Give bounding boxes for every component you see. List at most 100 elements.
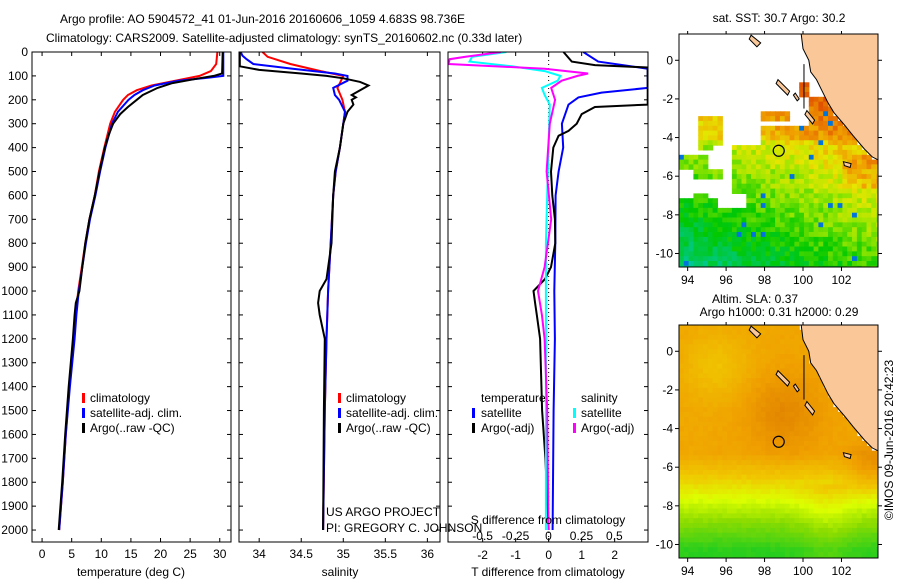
- map-cell: [707, 460, 714, 466]
- map-cell: [794, 527, 800, 534]
- map-cell: [751, 445, 757, 452]
- map-cell: [808, 469, 815, 476]
- map-cell: [751, 159, 757, 165]
- map-cell: [779, 397, 786, 403]
- map-cell: [722, 373, 728, 379]
- map-cell: [789, 198, 795, 204]
- map-cell: [775, 339, 781, 345]
- map-cell: [741, 450, 747, 456]
- map-cell: [837, 174, 843, 180]
- map-cell: [847, 174, 853, 180]
- map-cell: [789, 130, 795, 136]
- map-cell: [780, 562, 785, 567]
- map-cell: [847, 183, 853, 190]
- map-cell: [736, 354, 743, 360]
- map-cell: [722, 498, 728, 505]
- legend-label: climatology: [90, 391, 150, 405]
- map-cell: [775, 183, 781, 190]
- map-cell: [861, 236, 868, 243]
- map-cell: [799, 222, 805, 228]
- map-cell: [813, 397, 819, 403]
- map-cell: [717, 378, 723, 384]
- map-cell: [683, 479, 690, 485]
- map-cell: [856, 212, 863, 219]
- map-cell: [832, 256, 839, 262]
- map-cell: [818, 426, 824, 432]
- map-cell: [780, 271, 785, 276]
- map-cell: [779, 251, 786, 257]
- map-cell: [866, 474, 872, 481]
- island: [748, 34, 762, 48]
- map-cell: [693, 445, 699, 452]
- map-cell: [765, 460, 771, 466]
- map-cell: [828, 222, 834, 228]
- map-cell: [736, 532, 743, 539]
- map-cell: [693, 207, 699, 214]
- map-cell: [707, 455, 714, 461]
- map-cell: [828, 265, 834, 267]
- map-cell: [871, 532, 877, 539]
- map-cell: [871, 503, 877, 510]
- map-cell: [823, 222, 829, 228]
- map-cell: [842, 484, 848, 490]
- map-cell: [770, 489, 776, 495]
- map-cell: [717, 411, 723, 418]
- map-cell: [804, 392, 810, 398]
- map-cell: [856, 479, 863, 485]
- map-cell: [679, 329, 685, 336]
- map-cell: [746, 251, 752, 257]
- map-cell: [688, 329, 694, 336]
- map-cell: [722, 484, 728, 490]
- map-cell: [741, 460, 747, 466]
- map-cell: [852, 494, 858, 500]
- map-cell: [736, 460, 743, 466]
- map-cell: [707, 329, 714, 336]
- map-cell: [683, 527, 690, 534]
- map-cell: [784, 222, 791, 228]
- map-cell: [794, 217, 800, 223]
- map-cell: [731, 407, 738, 413]
- map-cell: [784, 246, 791, 252]
- map-cell: [799, 130, 805, 136]
- lat-tick-label: -8: [662, 208, 673, 222]
- map-cell: [784, 154, 791, 161]
- map-cell: [794, 149, 800, 156]
- map-cell: [808, 523, 815, 529]
- map-cell: [823, 178, 829, 185]
- sla-map-subtitle: Argo h1000: 0.31 h2000: 0.29: [700, 305, 859, 319]
- map-cell: [727, 484, 733, 490]
- map-cell: [775, 271, 780, 276]
- map-cell: [717, 542, 723, 548]
- map-cell: [856, 494, 863, 500]
- map-cell: [703, 325, 709, 331]
- map-cell: [741, 489, 747, 495]
- map-cell: [828, 397, 834, 403]
- map-cell: [683, 450, 690, 456]
- map-cell: [866, 537, 872, 543]
- map-cell: [799, 261, 805, 267]
- map-cell: [856, 169, 863, 175]
- map-cell: [693, 489, 699, 495]
- map-cell: [751, 387, 757, 394]
- map-cell: [688, 527, 694, 534]
- map-cell: [876, 169, 878, 175]
- map-cell: [808, 552, 815, 558]
- map-cell: [789, 426, 795, 432]
- map-cell: [789, 513, 795, 519]
- map-cell: [765, 183, 771, 190]
- map-cell: [693, 508, 699, 514]
- map-cell: [794, 416, 800, 423]
- map-cell: [779, 154, 786, 161]
- map-cell: [770, 411, 776, 418]
- map-cell: [813, 261, 819, 267]
- map-cell: [789, 479, 795, 485]
- map-cell: [861, 469, 868, 476]
- map-cell: [779, 411, 786, 418]
- map-cell: [727, 527, 733, 534]
- map-cell: [842, 193, 848, 199]
- map-cell: [712, 407, 718, 413]
- map-cell: [837, 508, 843, 514]
- map-cell: [722, 368, 728, 374]
- map-cell: [736, 232, 743, 238]
- map-cell: [746, 537, 752, 543]
